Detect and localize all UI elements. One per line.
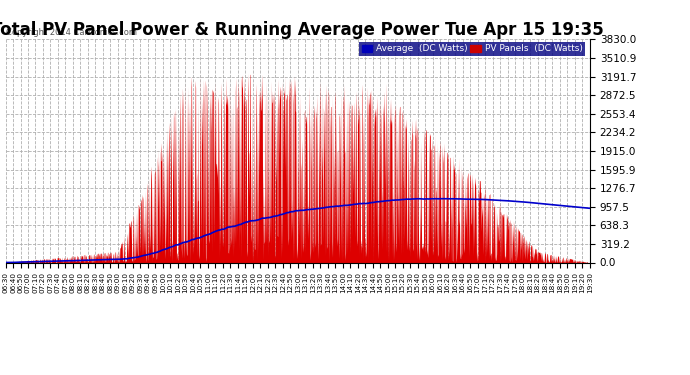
Title: Total PV Panel Power & Running Average Power Tue Apr 15 19:35: Total PV Panel Power & Running Average P…: [0, 21, 604, 39]
Text: Copyright 2014 Cartronics.com: Copyright 2014 Cartronics.com: [6, 28, 137, 37]
Legend: Average  (DC Watts), PV Panels  (DC Watts): Average (DC Watts), PV Panels (DC Watts): [359, 42, 585, 56]
